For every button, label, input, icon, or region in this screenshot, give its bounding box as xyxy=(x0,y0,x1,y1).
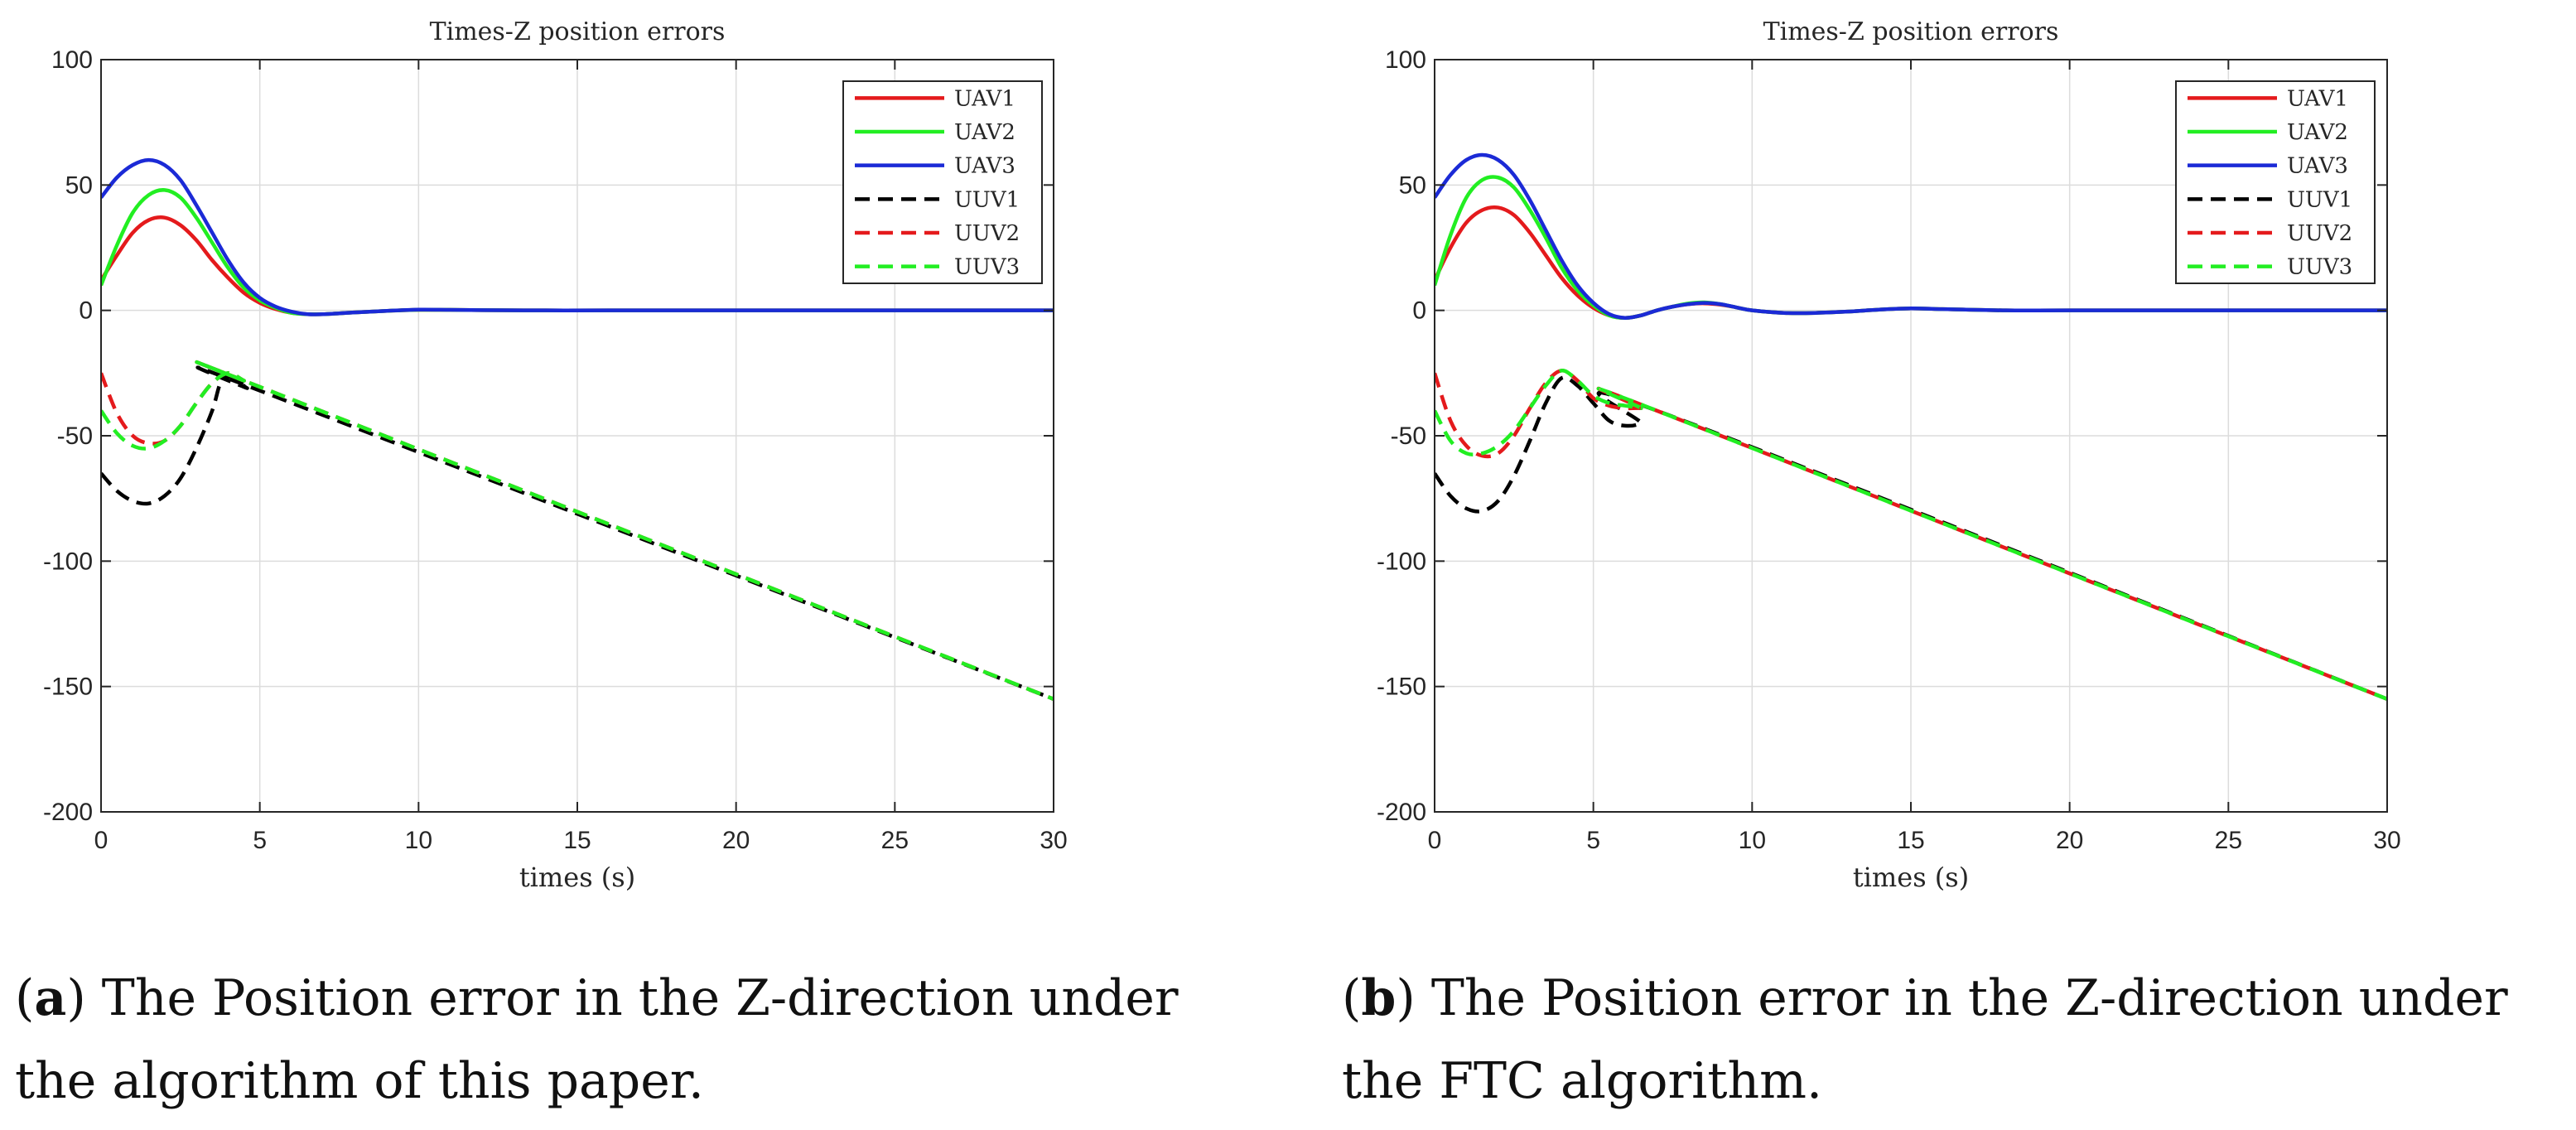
chart-1-legend-label-uav2: UAV2 xyxy=(2287,120,2348,145)
chart-0-legend-label-uuv3: UUV3 xyxy=(954,255,1020,280)
chart-1-series-uuv1-line xyxy=(1435,375,2387,701)
chart-0-x-tick-label-2: 10 xyxy=(405,827,432,854)
chart-0-y-tick-label-6: -200 xyxy=(43,799,93,826)
chart-0-series-group xyxy=(101,157,1054,701)
chart-1-x-tick-label-0: 0 xyxy=(1428,827,1442,854)
chart-1-x-tick-label-6: 30 xyxy=(2373,827,2400,854)
chart-0-y-tick-label-2: 0 xyxy=(79,297,93,325)
chart-1-legend-label-uav3: UAV3 xyxy=(2287,154,2348,179)
chart-1-y-tick-label-2: 0 xyxy=(1412,297,1426,325)
caption-b-letter: b xyxy=(1361,969,1396,1027)
chart-1-y-tick-label-6: -200 xyxy=(1377,799,1426,826)
chart-0-legend-label-uuv2: UUV2 xyxy=(954,221,1020,246)
chart-1-legend-label-uuv3: UUV3 xyxy=(2287,255,2352,280)
caption-b-text: ) The Position error in the Z-direction … xyxy=(1396,969,2508,1027)
chart-panel-a: 0 5 10 15 20 25 30 100 50 0 -50 -100 -150 -200 Times-Z… xyxy=(43,17,1068,893)
chart-0-series-uav3-line xyxy=(101,157,1054,316)
chart-1-y-tick-label-1: 50 xyxy=(1399,171,1426,199)
chart-panel-b: 0 5 10 15 20 25 30 100 50 0 -50 -100 -150 -200 Times-Z… xyxy=(1377,17,2401,893)
chart-1-legend-label-uuv1: UUV1 xyxy=(2287,187,2352,212)
chart-0-y-tick-label-3: -50 xyxy=(57,423,93,450)
chart-1-y-tick-label-4: -100 xyxy=(1377,548,1426,575)
chart-1-y-tick-label-3: -50 xyxy=(1391,423,1426,450)
chart-1-x-axis-label: times (s) xyxy=(1853,862,1969,893)
chart-0-legend-label-uav3: UAV3 xyxy=(954,154,1015,179)
chart-1-y-tick-label-5: -150 xyxy=(1377,674,1426,701)
chart-1-x-tick-label-2: 10 xyxy=(1739,827,1766,854)
chart-1-legend-box xyxy=(2175,80,2376,284)
chart-0-y-tick-label-4: -100 xyxy=(43,548,93,575)
chart-0-x-tick-label-1: 5 xyxy=(253,827,267,854)
chart-1-y-tick-label-0: 100 xyxy=(1385,46,1426,74)
chart-1-x-tick-label-1: 5 xyxy=(1586,827,1600,854)
chart-0-legend-label-uuv1: UUV1 xyxy=(954,187,1020,212)
chart-0-legend: UAV1 UAV2 UAV3 UUV1 UUV2 UUV3 xyxy=(842,80,1043,284)
chart-0-legend-label-uav2: UAV2 xyxy=(954,120,1015,145)
chart-0-x-tick-label-6: 30 xyxy=(1040,827,1067,854)
chart-0-y-tick-label-1: 50 xyxy=(65,171,93,199)
chart-1-x-tick-label-5: 25 xyxy=(2215,827,2242,854)
caption-a-line2: the algorithm of this paper. xyxy=(15,1052,704,1110)
chart-0-legend-label-uav1: UAV1 xyxy=(954,86,1015,111)
chart-1-x-tick-label-4: 20 xyxy=(2056,827,2083,854)
chart-0-y-tick-label-0: 100 xyxy=(51,46,93,74)
chart-1-x-tick-label-3: 15 xyxy=(1897,827,1924,854)
chart-0-legend-box xyxy=(842,80,1043,284)
caption-a-letter: a xyxy=(34,969,66,1027)
chart-1-series-uuv3-line xyxy=(1435,369,2387,701)
chart-1-series-uav3-line xyxy=(1435,152,2387,321)
caption-b-line2: the FTC algorithm. xyxy=(1342,1052,1822,1110)
chart-1-series-group xyxy=(1435,152,2387,701)
chart-0-x-tick-label-0: 0 xyxy=(94,827,109,854)
chart-1-legend-label-uav1: UAV1 xyxy=(2287,86,2348,111)
chart-0-title: Times-Z position errors xyxy=(430,17,726,46)
chart-1-legend: UAV1 UAV2 UAV3 UUV1 UUV2 UUV3 xyxy=(2175,80,2376,284)
chart-1-series-uuv2-line xyxy=(1435,369,2387,701)
chart-0-y-tick-label-5: -150 xyxy=(43,674,93,701)
chart-0-series-uuv3-line xyxy=(101,360,1054,701)
chart-0-x-tick-label-3: 15 xyxy=(563,827,591,854)
caption-b-line1: (b) The Position error in the Z-directio… xyxy=(1342,969,2508,1027)
chart-0-x-axis-label: times (s) xyxy=(519,862,635,893)
chart-0-series-uuv1-line xyxy=(101,365,1054,701)
chart-1-legend-label-uuv2: UUV2 xyxy=(2287,221,2352,246)
chart-1-title: Times-Z position errors xyxy=(1763,17,2059,46)
chart-0-x-tick-label-5: 25 xyxy=(881,827,909,854)
caption-a-text: ) The Position error in the Z-direction … xyxy=(66,969,1179,1027)
chart-0-x-tick-label-4: 20 xyxy=(722,827,750,854)
caption-a-line1: (a) The Position error in the Z-directio… xyxy=(15,969,1179,1027)
